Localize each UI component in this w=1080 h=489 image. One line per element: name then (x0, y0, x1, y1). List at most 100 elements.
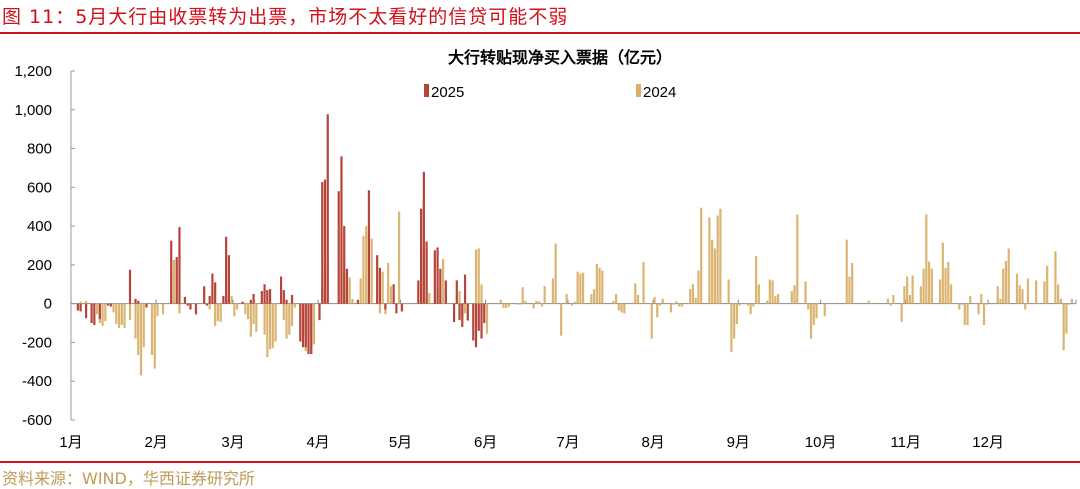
bar-2024-12-25 (1054, 251, 1057, 304)
bar-2024-03-05 (244, 303, 247, 315)
bar-2024-08-25 (719, 208, 722, 304)
bar-2025-05-25 (466, 303, 469, 321)
bar-2024-11-29 (982, 303, 986, 325)
bar-2024-07-09 (590, 293, 593, 304)
bar-2025-01-25 (137, 300, 140, 304)
x-tick-label: 4月 (306, 434, 329, 451)
y-tick-label: -400 (22, 373, 52, 390)
bar-2024-07-10 (592, 289, 596, 304)
bar-2024-12-28 (1062, 303, 1065, 351)
bar-2025-05-07 (417, 280, 420, 304)
legend-label-2025: 2025 (431, 84, 464, 101)
bar-2024-10-25 (886, 298, 890, 304)
y-tick-label: 600 (27, 179, 52, 196)
bar-2024-09-06 (752, 303, 755, 307)
bar-2025-03-12 (263, 284, 266, 304)
bar-2025-05-10 (425, 241, 428, 304)
bar-2024-11-02 (908, 294, 911, 304)
bar-2024-08-01 (653, 296, 656, 304)
bar-2024-04-17 (362, 235, 365, 304)
bar-2024-10-18 (867, 300, 870, 304)
bar-2024-01-31 (153, 303, 156, 369)
bar-2024-01-25 (137, 303, 140, 356)
bar-2025-02-26 (225, 236, 228, 304)
bar-2025-01-11 (98, 303, 101, 320)
bar-2024-01-10 (95, 303, 99, 315)
bar-2024-02-09 (178, 303, 181, 314)
bar-2024-09-01 (738, 303, 741, 306)
bar-2025-04-11 (345, 268, 349, 304)
bar-2024-06-18 (532, 303, 535, 309)
y-tick-label: 1,200 (14, 63, 52, 80)
bar-2025-04-15 (356, 299, 360, 304)
bar-2024-03-06 (247, 303, 250, 320)
bar-2025-02-21 (211, 273, 214, 304)
bar-2024-02-20 (208, 303, 211, 310)
bar-2024-01-12 (101, 303, 104, 326)
bar-2024-09-26 (807, 303, 810, 310)
top-divider (0, 32, 1080, 34)
bar-2024-08-31 (735, 303, 738, 325)
bar-2024-05-16 (441, 259, 445, 304)
bar-2024-11-03 (911, 275, 914, 304)
bar-2025-04-25 (384, 303, 387, 310)
bar-2024-03-12 (263, 303, 266, 335)
bar-2024-10-11 (848, 276, 851, 304)
bar-2024-02-22 (214, 303, 217, 326)
bar-2024-07-28 (642, 261, 645, 304)
figure-title: 图 11：5月大行由收票转为出票，市场不太看好的信贷可能不弱 (2, 6, 569, 28)
x-tick-label: 1月 (59, 434, 82, 451)
bar-2025-05-13 (433, 250, 436, 304)
bar-2025-03-07 (249, 299, 252, 304)
bar-2024-09-25 (804, 281, 807, 304)
x-tick-label: 7月 (556, 434, 579, 451)
bar-2024-09-29 (815, 303, 818, 319)
y-tick-label: 200 (27, 257, 52, 274)
bar-2024-12-04 (996, 286, 999, 304)
bar-2025-04-03 (323, 179, 327, 304)
bar-2024-01-16 (112, 303, 115, 313)
bar-2025-02-12 (186, 303, 189, 306)
bar-2024-11-23 (966, 303, 969, 325)
bar-2024-10-12 (851, 262, 854, 304)
bar-2024-04-12 (348, 277, 351, 304)
x-tick-label: 9月 (727, 434, 750, 451)
bar-2024-08-11 (680, 303, 684, 307)
bar-2024-07-17 (612, 300, 615, 304)
bar-2024-06-28 (560, 303, 563, 336)
bar-2024-12-05 (999, 298, 1002, 304)
bar-2025-02-27 (227, 255, 230, 304)
bar-2025-01-14 (106, 303, 110, 306)
bar-2024-02-07 (172, 260, 176, 304)
bar-2024-11-20 (958, 303, 961, 310)
bar-2024-08-04 (661, 298, 664, 304)
bar-2024-09-08 (757, 284, 760, 304)
bar-2025-02-18 (203, 286, 206, 304)
bar-2025-05-01 (400, 303, 403, 312)
bar-2024-03-23 (293, 303, 296, 308)
bar-2024-09-15 (776, 293, 780, 304)
y-tick-label: 1,000 (14, 102, 52, 119)
bar-2024-08-14 (689, 289, 692, 304)
bar-2024-11-16 (947, 261, 950, 304)
bar-2024-03-16 (274, 303, 277, 342)
x-tick-label: 12月 (972, 434, 1004, 451)
bar-2024-12-30 (1068, 303, 1071, 305)
chart-title: 大行转贴现净买入票据（亿元） (448, 48, 672, 67)
bar-2024-02-03 (161, 303, 165, 315)
bar-2024-09-05 (749, 303, 752, 315)
bar-2025-05-08 (420, 208, 423, 304)
bar-2024-10-02 (823, 303, 826, 317)
bar-2024-11-13 (938, 279, 942, 304)
bar-2024-11-09 (927, 261, 931, 304)
bar-2024-06-14 (521, 287, 524, 304)
bar-2024-08-07 (669, 303, 673, 313)
bottom-divider (0, 461, 1080, 463)
bar-2024-01-26 (139, 303, 143, 376)
bar-2025-02-25 (222, 295, 225, 304)
bar-2024-06-26 (554, 243, 557, 304)
y-tick-label: -200 (22, 334, 52, 351)
bar-2024-07-04 (576, 271, 579, 304)
bar-2024-08-02 (656, 303, 659, 318)
bar-2025-04-19 (367, 190, 371, 304)
